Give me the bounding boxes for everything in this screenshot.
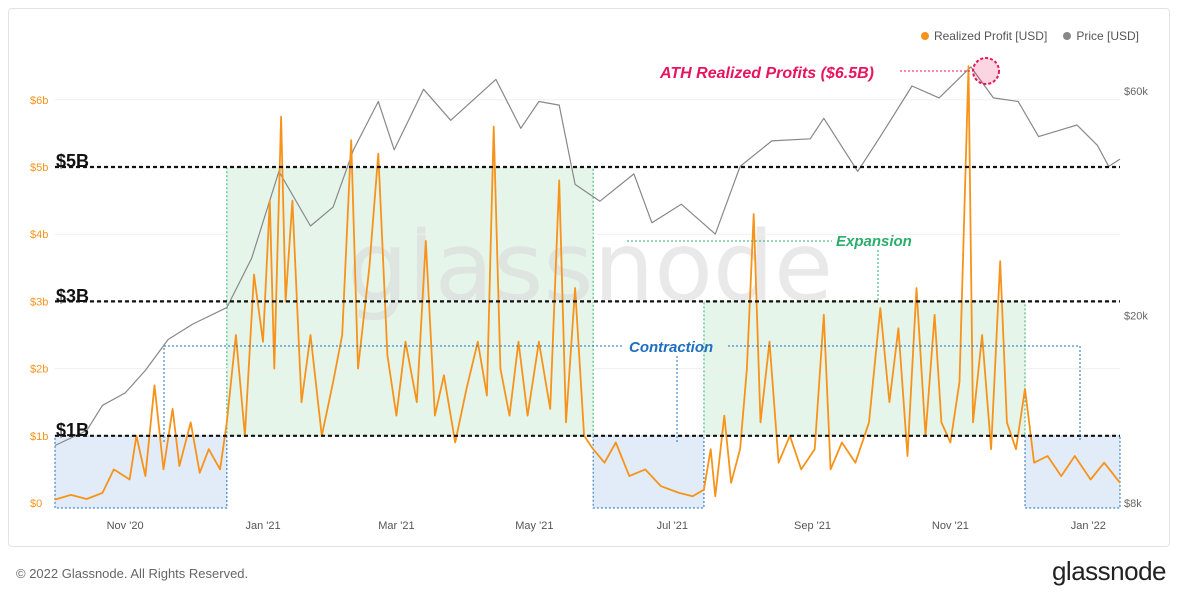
x-tick-label: May '21 (515, 520, 553, 532)
brand-logo: glassnode (1051, 556, 1167, 586)
zone-contraction-4 (1024, 435, 1121, 509)
y-left-tick-label: $2b (30, 364, 48, 376)
x-tick-label: Jul '21 (657, 520, 688, 532)
y-left-tick-label: $3b (30, 296, 48, 308)
x-tick-label: Jan '21 (245, 520, 280, 532)
chart-legend: Realized Profit [USD] Price [USD] (920, 29, 1139, 43)
x-tick-label: Jan '22 (1071, 520, 1106, 532)
expansion-label: Expansion (836, 233, 912, 250)
y-left-tick-label: $1b (30, 431, 48, 443)
copyright: © 2022 Glassnode. All Rights Reserved. (16, 566, 249, 581)
x-tick-label: Sep '21 (794, 520, 831, 532)
x-tick-label: Nov '20 (107, 520, 144, 532)
chart-canvas: glassnode $0 $1b $2b $3b $4b $5b $6b $8k $20k $60… (30, 57, 1148, 532)
annotations-layer: ATH Realized Profits ($6.5B) Expansion C… (56, 57, 1081, 442)
axes-layer: $0 $1b $2b $3b $4b $5b $6b $8k $20k $60k Nov '20 Ja… (30, 86, 1148, 532)
y-left-tick-label: $0 (30, 498, 42, 510)
y-right-tick-label: $20k (1124, 311, 1148, 323)
contraction-connector (163, 345, 623, 442)
legend-dot-price (1063, 32, 1072, 40)
legend-dot-profit (920, 32, 929, 40)
price-line (54, 66, 1121, 447)
x-tick-label: Nov '21 (932, 520, 969, 532)
y-right-tick-label: $60k (1124, 86, 1148, 98)
ath-marker[interactable] (972, 57, 1000, 85)
ath-label: ATH Realized Profits ($6.5B) (659, 65, 874, 82)
x-tick-label: Mar '21 (378, 520, 414, 532)
zone-contraction-0 (54, 435, 228, 509)
contraction-label: Contraction (629, 339, 713, 356)
legend-item-profit[interactable]: Realized Profit [USD] (920, 29, 1048, 43)
reference-lines (55, 165, 1120, 437)
legend-item-price[interactable]: Price [USD] (1063, 29, 1139, 43)
y-left-tick-label: $5b (30, 162, 48, 174)
watermark: glassnode (347, 211, 833, 323)
legend-label-price: Price [USD] (1076, 29, 1139, 43)
level-label-1b: $1B (56, 420, 89, 440)
y-left-tick-label: $6b (30, 95, 48, 107)
y-right-tick-label: $8k (1124, 498, 1142, 510)
legend-label-profit: Realized Profit [USD] (933, 29, 1048, 43)
level-label-3b: $3B (56, 286, 89, 306)
y-left-tick-label: $4b (30, 229, 48, 241)
price-layer (54, 66, 1121, 447)
level-label-5b: $5B (56, 151, 89, 171)
contraction-connector-2 (728, 345, 1081, 442)
